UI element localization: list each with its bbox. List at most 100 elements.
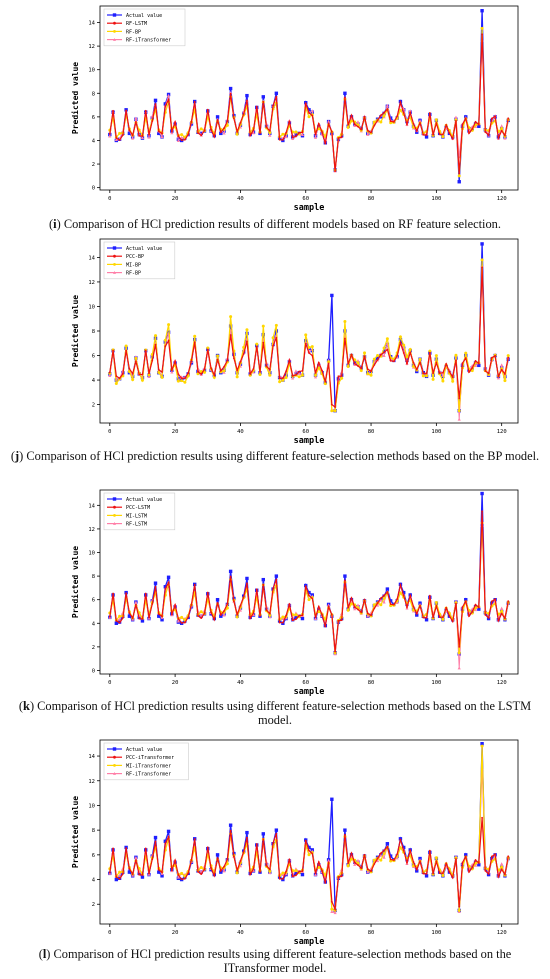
x-tick-label: 20: [172, 680, 179, 686]
pred-point: [379, 853, 383, 857]
pred-point: [464, 600, 467, 603]
pred-point: [226, 603, 229, 605]
pred-point: [317, 605, 320, 608]
caption-letter: j: [15, 449, 20, 463]
pred-point: [487, 134, 490, 136]
pred-point: [393, 360, 395, 363]
pred-point: [340, 376, 344, 380]
legend-swatch-marker: [113, 30, 116, 33]
actual-point: [477, 363, 481, 368]
pred-point: [451, 379, 455, 383]
pred-point: [379, 603, 383, 607]
pred-point: [262, 100, 265, 103]
y-tick-label: 2: [92, 403, 95, 409]
pred-point: [507, 117, 510, 120]
pred-point: [125, 592, 128, 595]
pred-point: [445, 124, 448, 126]
legend-label: PCC-iTransformer: [126, 755, 174, 761]
actual-point: [385, 842, 390, 846]
pred-point: [128, 367, 131, 370]
pred-point: [131, 136, 135, 140]
legend-swatch-marker: [112, 13, 117, 17]
pred-point: [144, 592, 147, 595]
legend-label: RF-iTransformer: [126, 772, 171, 778]
actual-point: [153, 581, 158, 585]
pred-point: [366, 612, 369, 615]
pred-point: [148, 133, 150, 136]
pred-point: [216, 358, 219, 361]
legend-swatch-marker: [113, 772, 116, 775]
pred-point: [504, 617, 506, 620]
pred-point: [176, 619, 180, 623]
legend-label: Actual value: [126, 497, 162, 503]
actual-point: [157, 614, 161, 618]
actual-point: [261, 577, 265, 582]
pred-point: [115, 876, 118, 878]
pred-point: [425, 372, 428, 375]
actual-point: [261, 95, 265, 99]
pred-point: [419, 122, 421, 124]
pred-point: [409, 849, 412, 852]
actual-point: [424, 618, 429, 622]
pred-point: [229, 91, 233, 94]
pred-point: [258, 373, 262, 377]
x-tick-label: 80: [368, 196, 375, 202]
actual-point: [166, 829, 171, 834]
pred-point: [428, 349, 432, 353]
pred-point: [428, 849, 431, 852]
pred-point: [278, 877, 281, 880]
pred-point: [402, 343, 406, 347]
pred-point: [458, 905, 461, 908]
actual-point: [477, 863, 481, 867]
caption-k: (k) Comparison of HCl prediction results…: [18, 699, 532, 727]
pred-point: [409, 594, 412, 597]
pred-point: [458, 397, 461, 400]
pred-point: [455, 858, 457, 860]
pred-point: [357, 608, 359, 611]
pred-point: [121, 134, 124, 137]
actual-point: [245, 576, 249, 581]
pred-point: [131, 378, 135, 382]
pred-point: [206, 108, 209, 111]
pred-point: [457, 666, 461, 670]
pred-point: [481, 266, 483, 269]
pred-point: [135, 859, 137, 862]
pred-point: [128, 612, 131, 614]
pred-point: [274, 323, 278, 327]
pred-point: [383, 849, 386, 852]
pred-point: [281, 377, 284, 380]
pred-point: [408, 348, 412, 352]
pred-point: [278, 377, 281, 380]
pred-point: [193, 334, 197, 338]
pred-point: [268, 129, 271, 132]
pred-point: [314, 133, 317, 136]
pred-point: [333, 409, 337, 413]
pred-point: [235, 615, 239, 619]
pred-point: [291, 374, 294, 377]
pred-point: [281, 617, 285, 620]
pred-point: [347, 862, 350, 865]
pred-point: [176, 875, 180, 879]
pred-point: [363, 355, 366, 358]
pred-point: [281, 615, 285, 619]
pred-point: [108, 132, 111, 135]
actual-point: [343, 828, 347, 832]
pred-point: [147, 135, 151, 139]
pred-point: [161, 132, 163, 135]
y-tick-label: 8: [92, 574, 95, 580]
pred-point: [199, 610, 203, 614]
actual-point: [405, 358, 409, 363]
pred-point: [239, 859, 242, 862]
pred-point: [382, 346, 386, 350]
actual-point: [294, 871, 298, 876]
pred-point: [353, 362, 356, 365]
pred-point: [268, 131, 272, 135]
pred-point: [375, 603, 380, 607]
panel-l: 0 20 40 60 80 100 120 2 4 6 8 10 12 14 sample Predicted…: [0, 734, 550, 979]
pred-point: [131, 372, 134, 375]
legend-label: Actual value: [126, 246, 162, 252]
pred-point: [396, 115, 399, 118]
pred-point: [373, 607, 376, 610]
pred-point: [160, 616, 164, 619]
pred-point: [455, 602, 457, 605]
